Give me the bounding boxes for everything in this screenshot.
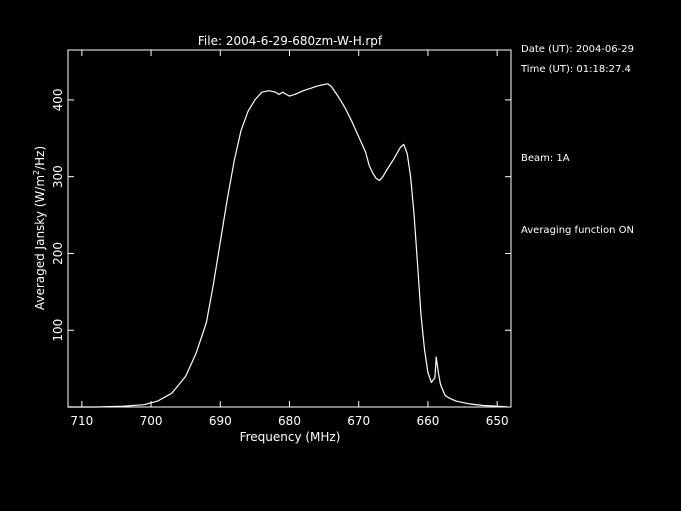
y-axis-label: Averaged Jansky (W/m2/Hz) bbox=[32, 146, 47, 310]
y-axis-ticks: 100 200 300 400 bbox=[51, 88, 511, 342]
beam-label: Beam: 1A bbox=[521, 153, 570, 164]
x-axis-label: Frequency (MHz) bbox=[240, 430, 341, 444]
y-axis-label-suffix: /Hz) bbox=[33, 146, 47, 170]
x-tick-label: 670 bbox=[347, 414, 370, 428]
x-tick-label: 700 bbox=[140, 414, 163, 428]
x-tick-label: 710 bbox=[70, 414, 93, 428]
averaging-status: Averaging function ON bbox=[521, 225, 634, 236]
y-axis-label-superscript: 2 bbox=[32, 170, 41, 175]
chart-title: File: 2004-6-29-680zm-W-H.rpf bbox=[198, 34, 383, 48]
y-tick-label: 300 bbox=[51, 165, 65, 188]
observation-time: Time (UT): 01:18:27.4 bbox=[521, 64, 631, 75]
y-tick-label: 100 bbox=[51, 319, 65, 342]
x-tick-label: 650 bbox=[486, 414, 509, 428]
x-axis-ticks: 710 700 690 680 670 660 650 bbox=[70, 50, 509, 428]
y-axis-label-prefix: Averaged Jansky (W/m bbox=[33, 175, 47, 310]
y-tick-label: 200 bbox=[51, 242, 65, 265]
x-tick-label: 690 bbox=[209, 414, 232, 428]
spectrum-series-line bbox=[68, 83, 508, 408]
observation-date: Date (UT): 2004-06-29 bbox=[521, 44, 634, 55]
x-tick-label: 680 bbox=[278, 414, 301, 428]
y-tick-label: 400 bbox=[51, 88, 65, 111]
x-tick-label: 660 bbox=[416, 414, 439, 428]
plot-frame bbox=[67, 49, 512, 408]
